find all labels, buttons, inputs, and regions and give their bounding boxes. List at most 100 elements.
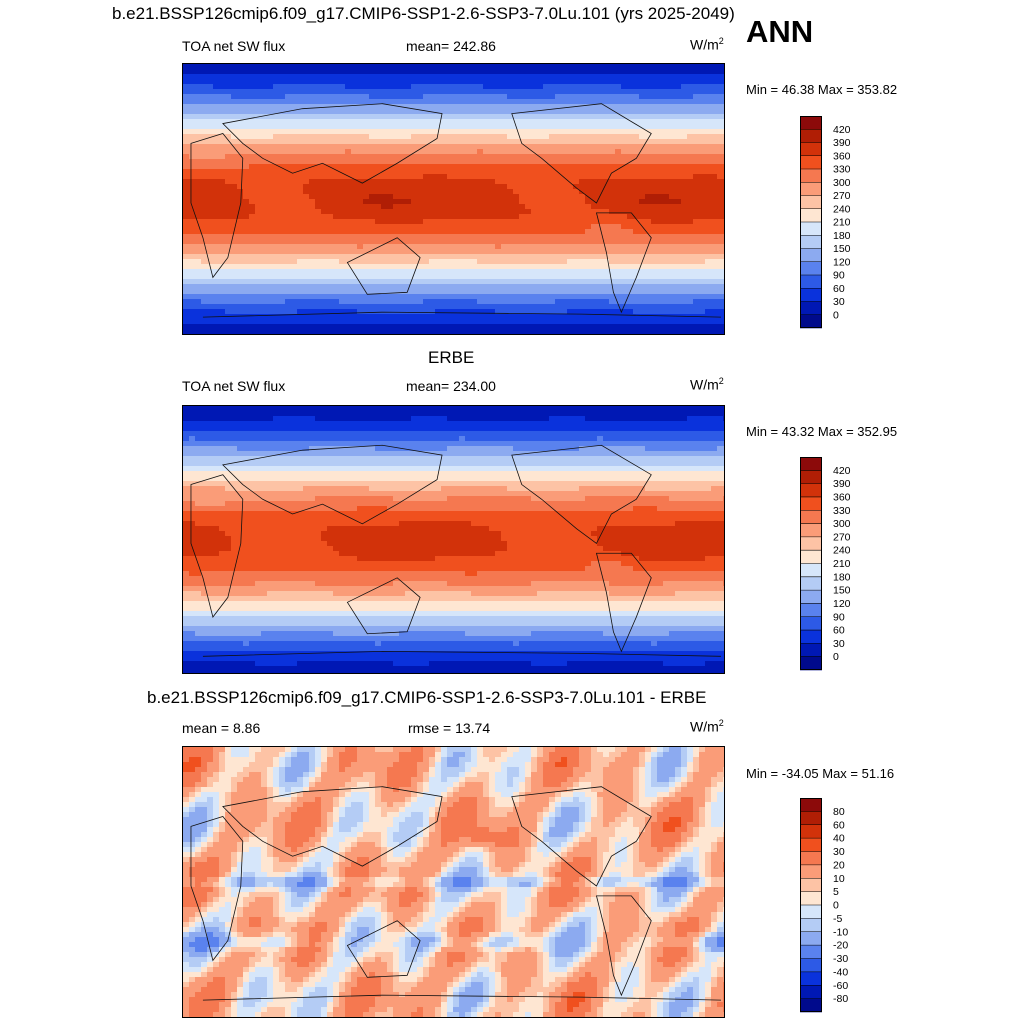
map-cell [255,189,262,195]
map-cell [681,94,688,100]
map-cell [513,314,520,320]
map-cell [615,314,622,320]
map-cell [465,319,472,325]
map-cell [501,184,508,190]
map-cell [531,84,538,90]
map-cell [687,274,694,280]
map-cell [651,239,658,245]
map-cell [381,289,388,295]
map-cell [477,114,484,120]
map-cell [621,109,628,115]
map-cell [579,69,586,75]
map-cell [453,84,460,90]
map-cell [513,249,520,255]
map-cell [657,234,664,240]
map-cell [333,219,340,225]
map-cell [291,149,298,155]
map-cell [273,124,280,130]
map-cell [237,149,244,155]
map-cell [609,114,616,120]
map-cell [399,259,406,265]
map-cell [195,219,202,225]
map-cell [213,184,220,190]
map-cell [369,304,376,310]
map-cell [495,159,502,165]
map-cell [243,154,250,160]
map-cell [291,284,298,290]
map-cell [219,329,226,334]
map-cell [279,274,286,280]
map-cell [531,224,538,230]
map-cell [453,159,460,165]
map-cell [573,174,580,180]
map-cell [651,94,658,100]
map-cell [561,104,568,110]
map-cell [555,174,562,180]
map-cell [429,309,436,315]
map-cell [363,89,370,95]
map-cell [591,174,598,180]
map-cell [327,254,334,260]
map-cell [525,89,532,95]
map-cell [519,119,526,125]
map-cell [399,144,406,150]
map-cell [681,224,688,230]
map-cell [495,139,502,145]
map-cell [327,239,334,245]
map-cell [687,264,694,270]
map-cell [369,309,376,315]
map-cell [447,119,454,125]
map-cell [255,184,262,190]
map-cell [501,314,508,320]
map-cell [711,74,718,80]
map-cell [525,249,532,255]
map-cell [651,329,658,334]
map-cell [459,114,466,120]
map-cell [639,184,646,190]
map-cell [537,264,544,270]
map-cell [663,84,670,90]
map-cell [567,204,574,210]
map-cell [501,179,508,185]
map-cell [591,209,598,215]
map-cell [525,79,532,85]
map-cell [645,239,652,245]
map-cell [657,84,664,90]
map-cell [351,109,358,115]
map-cell [555,119,562,125]
map-cell [531,324,538,330]
map-cell [549,179,556,185]
map-cell [699,64,706,70]
map-cell [663,309,670,315]
map-cell [417,159,424,165]
map-cell [531,159,538,165]
map-cell [249,289,256,295]
map-cell [363,64,370,70]
map-cell [597,279,604,285]
map-cell [249,89,256,95]
map-cell [297,299,304,305]
map-cell [675,314,682,320]
map-cell [399,94,406,100]
map-cell [579,149,586,155]
map-cell [297,234,304,240]
map-cell [237,264,244,270]
map-cell [561,184,568,190]
map-cell [711,144,718,150]
map-cell [627,214,634,220]
map-cell [189,164,196,170]
map-cell [435,229,442,235]
map-cell [699,129,706,135]
map-cell [585,69,592,75]
map-cell [543,314,550,320]
map-cell [363,209,370,215]
map-cell [507,189,514,195]
map-cell [537,259,544,265]
map-cell [387,284,394,290]
map-cell [513,244,520,250]
map-cell [579,204,586,210]
map-cell [633,299,640,305]
map-cell [639,134,646,140]
map-cell [561,199,568,205]
map-cell [573,169,580,175]
